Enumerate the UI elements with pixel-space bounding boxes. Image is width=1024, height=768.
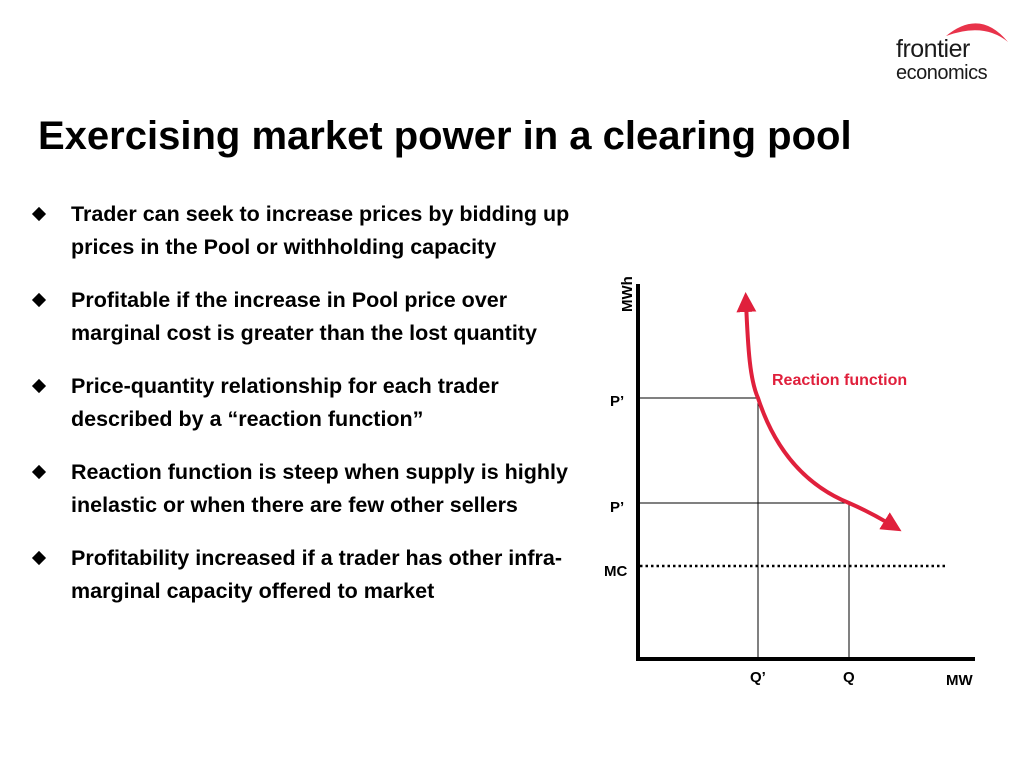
bullet-text: Trader can seek to increase prices by bi… bbox=[71, 202, 570, 259]
logo-swoosh-icon bbox=[946, 23, 1008, 42]
mc-label: MC bbox=[604, 563, 627, 580]
diamond-bullet-icon bbox=[31, 550, 47, 566]
price-label-lower: P’ bbox=[610, 499, 624, 516]
bullet-item: Reaction function is steep when supply i… bbox=[28, 456, 578, 522]
diamond-bullet-icon bbox=[31, 206, 47, 222]
curve-label: Reaction function bbox=[772, 372, 907, 389]
bullet-text: Reaction function is steep when supply i… bbox=[71, 460, 568, 517]
y-axis-label: MWh bbox=[619, 276, 636, 312]
bullet-item: Trader can seek to increase prices by bi… bbox=[28, 198, 578, 264]
quantity-label-q-prime: Q’ bbox=[750, 669, 766, 686]
x-axis-label: MW bbox=[946, 672, 973, 689]
bullet-item: Price-quantity relationship for each tra… bbox=[28, 370, 578, 436]
bullet-item: Profitability increased if a trader has … bbox=[28, 542, 578, 608]
bullet-item: Profitable if the increase in Pool price… bbox=[28, 284, 578, 350]
diamond-bullet-icon bbox=[31, 292, 47, 308]
quantity-label-q: Q bbox=[843, 669, 855, 686]
reaction-function-diagram: MWh P’ P’ MC Reaction function Q’ Q MW bbox=[604, 276, 975, 689]
bullet-text: Profitability increased if a trader has … bbox=[71, 546, 563, 603]
bullet-text: Price-quantity relationship for each tra… bbox=[71, 374, 499, 431]
logo-line-economics: economics bbox=[896, 62, 988, 84]
logo-line-frontier: frontier bbox=[896, 35, 970, 63]
price-label-upper: P’ bbox=[610, 393, 624, 410]
frontier-economics-logo: frontier economics bbox=[884, 12, 1009, 90]
diamond-bullet-icon bbox=[31, 464, 47, 480]
bullet-list: Trader can seek to increase prices by bi… bbox=[28, 198, 578, 628]
bullet-text: Profitable if the increase in Pool price… bbox=[71, 288, 537, 345]
page-title: Exercising market power in a clearing po… bbox=[38, 114, 852, 158]
diamond-bullet-icon bbox=[31, 378, 47, 394]
logo-wordmark: frontier economics bbox=[896, 35, 988, 84]
reaction-function-curve bbox=[736, 292, 902, 532]
